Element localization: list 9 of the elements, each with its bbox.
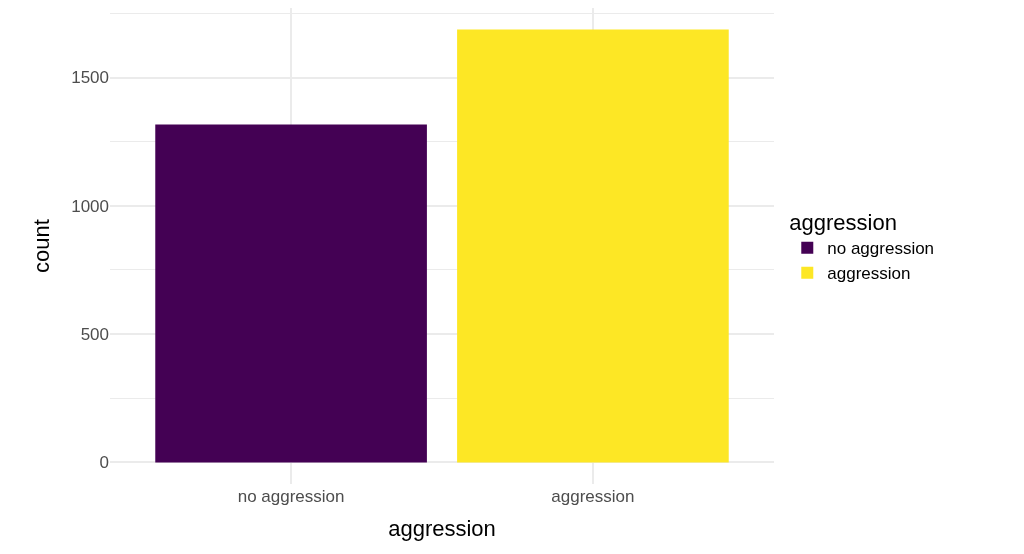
y-axis-title: count <box>28 219 54 273</box>
legend-label: no aggression <box>827 239 935 259</box>
legend-label: aggression <box>827 264 911 284</box>
y-tick-label: 1500 <box>71 68 109 88</box>
y-tick-label: 500 <box>80 325 109 345</box>
y-tick-label: 0 <box>99 453 109 473</box>
y-tick-label: 1000 <box>71 196 109 216</box>
x-axis-title: aggression <box>388 515 496 541</box>
legend-title: aggression <box>789 210 897 236</box>
